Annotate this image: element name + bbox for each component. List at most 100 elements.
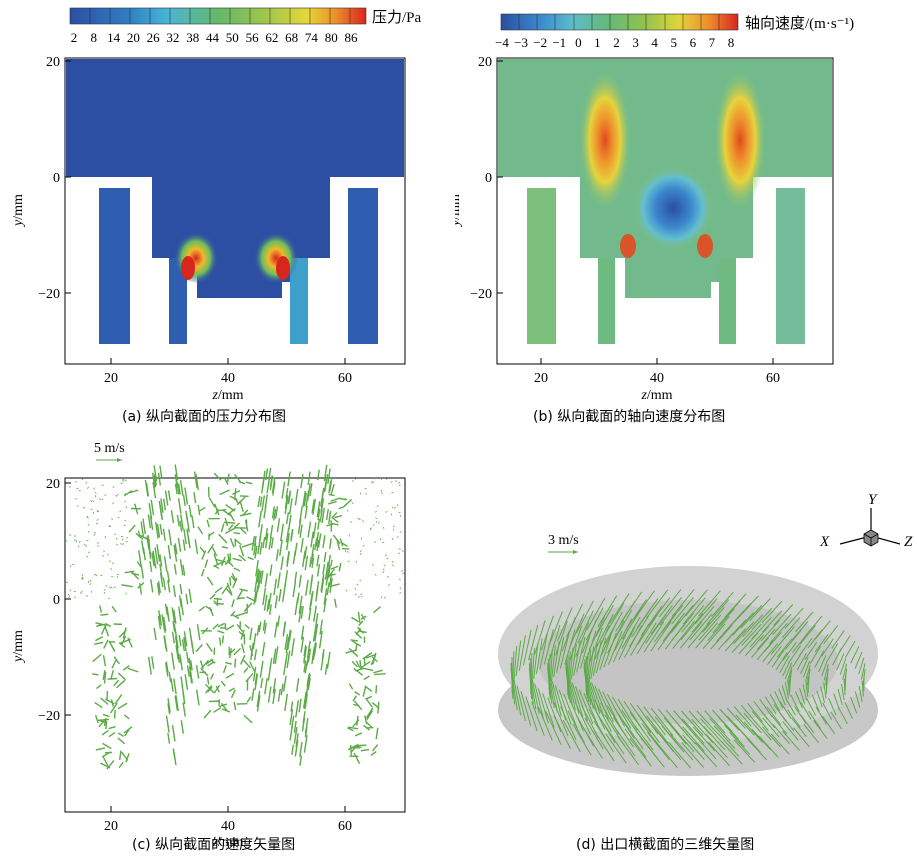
colorbar-tick-label: 56 xyxy=(246,30,260,45)
colorbar-tick-label: 5 xyxy=(671,35,678,50)
x-tick-a-2: 40 xyxy=(221,371,235,386)
velocity-vector xyxy=(100,614,108,615)
caption-b: (b) 纵向截面的轴向速度分布图 xyxy=(533,406,725,426)
colorbar-tick-label: 14 xyxy=(107,30,121,45)
velocity-vector xyxy=(69,535,71,536)
colorbar-tick-label: 8 xyxy=(728,35,735,50)
colorbar-tick-label: 0 xyxy=(575,35,582,50)
colorbar-tick-label: 1 xyxy=(594,35,601,50)
velocity-vector-3d xyxy=(845,674,846,690)
pressure-hotspot-right xyxy=(254,232,298,284)
y-tick-b-2: 0 xyxy=(485,171,492,186)
colorbar-tick-label: 62 xyxy=(265,30,278,45)
colorbar-tick-label: 2 xyxy=(613,35,620,50)
scale-label-c: 5 m/s xyxy=(94,441,125,456)
velocity-vector xyxy=(235,659,236,668)
panel-c: 5 m/s 20 40 60 20 0 −20 z/mm y/mm (c) 纵向… xyxy=(0,432,460,855)
colorbar-b-title: 轴向速度/(m·s⁻¹) xyxy=(745,15,854,32)
velocity-vector xyxy=(374,674,385,675)
colorbar-tick-label: 20 xyxy=(127,30,140,45)
x-tick-a-3: 60 xyxy=(338,371,352,386)
colorbar-tick-label: 4 xyxy=(651,35,658,50)
velocity-vector xyxy=(351,745,352,755)
caption-a: (a) 纵向截面的压力分布图 xyxy=(122,406,286,426)
x-tick-b-1: 20 xyxy=(534,371,548,386)
x-tick-b-2: 40 xyxy=(650,371,664,386)
axis-label-x: X xyxy=(819,534,830,550)
scale-label-d: 3 m/s xyxy=(548,533,579,548)
y-tick-b-3: −20 xyxy=(470,287,492,302)
left-channel xyxy=(99,188,130,344)
velocity-vector xyxy=(234,533,240,534)
colorbar-tick-label: −4 xyxy=(495,35,509,50)
colorbar-tick-label: 38 xyxy=(186,30,199,45)
y-tick-c-1: 20 xyxy=(46,477,60,492)
colorbar-tick-label: 50 xyxy=(226,30,239,45)
colorbar-tick-label: 7 xyxy=(709,35,716,50)
panel-d-figure: Y X Z 3 m/s xyxy=(460,432,917,855)
y-tick-c-3: −20 xyxy=(38,709,60,724)
colorbar-tick-label: 68 xyxy=(285,30,298,45)
colorbar-tick-label: 44 xyxy=(206,30,220,45)
colorbar-a xyxy=(70,8,366,24)
x-tick-c-1: 20 xyxy=(104,819,118,834)
x-axis-label-a: z/mm xyxy=(211,388,243,403)
y-axis-label-a: y/mm xyxy=(11,194,26,228)
velocity-vector xyxy=(214,599,222,600)
colorbar-tick-label: 3 xyxy=(632,35,639,50)
axis-triad: Y X Z xyxy=(819,492,913,550)
x-tick-b-3: 60 xyxy=(766,371,780,386)
colorbar-tick-label: 2 xyxy=(71,30,78,45)
velocity-vector xyxy=(230,577,231,586)
right-channel xyxy=(348,188,378,344)
axis-label-z: Z xyxy=(904,534,913,550)
x-tick-c-2: 40 xyxy=(221,819,235,834)
velocity-vector xyxy=(372,481,373,483)
colorbar-tick-label: −2 xyxy=(533,35,547,50)
x-axis-label-b: z/mm xyxy=(640,388,672,403)
colorbar-a-title: 压力/Pa xyxy=(372,9,422,26)
velocity-vector xyxy=(356,561,357,563)
jet-right xyxy=(714,70,766,210)
panel-d: Y X Z 3 m/s (d) 出口横截面的三维矢量图 xyxy=(460,432,917,855)
colorbar-tick-label: 6 xyxy=(690,35,697,50)
panel-c-figure: 5 m/s 20 40 60 20 0 −20 z/mm y/mm xyxy=(0,432,460,855)
colorbar-b xyxy=(501,14,738,30)
x-tick-a-1: 20 xyxy=(104,371,118,386)
pressure-hotspot-left xyxy=(174,232,218,284)
colorbar-tick-label: 26 xyxy=(147,30,161,45)
colorbar-tick-label: 32 xyxy=(166,30,179,45)
colorbar-tick-label: −1 xyxy=(552,35,566,50)
y-axis-label-c: y/mm xyxy=(11,630,26,664)
y-tick-a-2: 0 xyxy=(53,171,60,186)
axis-label-y: Y xyxy=(868,492,878,508)
velocity-vector xyxy=(340,499,347,500)
left-channel-b xyxy=(527,188,556,344)
right-channel-b xyxy=(776,188,805,344)
colorbar-tick-label: 8 xyxy=(91,30,98,45)
y-axis-label-b: y/mm xyxy=(455,194,463,228)
velocity-vector xyxy=(106,721,107,729)
jet-left xyxy=(579,70,631,210)
velocity-vector xyxy=(223,636,224,644)
colorbar-tick-label: 80 xyxy=(325,30,338,45)
velocity-vector xyxy=(224,522,235,523)
colorbar-tick-label: 74 xyxy=(305,30,319,45)
colorbar-tick-label: 86 xyxy=(345,30,359,45)
caption-d: (d) 出口横截面的三维矢量图 xyxy=(576,834,754,854)
caption-c: (c) 纵向截面的速度矢量图 xyxy=(132,834,295,854)
y-tick-b-1: 20 xyxy=(478,55,492,70)
velocity-vector xyxy=(376,685,377,693)
velocity-vector xyxy=(108,679,118,680)
velocity-vector xyxy=(115,710,116,719)
x-tick-c-3: 60 xyxy=(338,819,352,834)
y-tick-a-3: −20 xyxy=(38,287,60,302)
y-tick-c-2: 0 xyxy=(53,593,60,608)
y-tick-a-1: 20 xyxy=(46,55,60,70)
